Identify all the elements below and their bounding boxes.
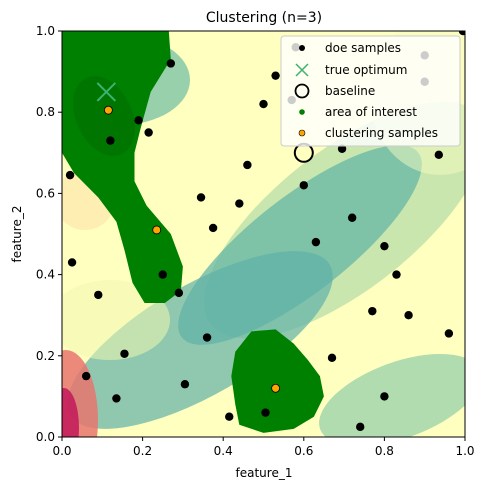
legend: doe samples true optimum baseline area o… [280, 35, 461, 147]
doe-sample-10 [299, 181, 308, 190]
legend-baseline-label: baseline [325, 84, 375, 98]
legend-clustering-marker [298, 129, 306, 137]
x-axis-label: feature_1 [236, 466, 293, 480]
x-axis: 0.0 0.2 0.4 0.6 0.8 1.0 [52, 437, 475, 458]
y-tick-label-0: 0.0 [36, 430, 55, 444]
doe-sample-18 [174, 288, 184, 298]
legend-clustering-label: clustering samples [325, 126, 438, 140]
doe-sample-29 [112, 394, 121, 403]
legend-box [280, 35, 461, 147]
y-tick-label-1: 0.2 [36, 349, 55, 363]
y-tick-label-4: 0.8 [36, 105, 55, 119]
doe-sample-9 [208, 223, 218, 233]
area-of-interest-region-0 [62, 31, 183, 303]
clustering-sample-0 [103, 105, 113, 115]
doe-sample-20 [392, 270, 401, 279]
doe-sample-6 [243, 160, 252, 170]
doe-sample-26 [327, 353, 337, 363]
legend-area-marker [299, 109, 305, 115]
legend-baseline-marker [294, 83, 310, 99]
y-tick-label-5: 1.0 [36, 24, 55, 38]
doe-sample-32 [225, 412, 234, 421]
y-axis-label: feature_2 [10, 206, 24, 263]
doe-sample-12 [347, 213, 357, 222]
x-tick-label-0: 0.0 [52, 444, 71, 458]
doe-sample-19 [94, 290, 103, 300]
doe-sample-24 [202, 333, 212, 342]
doe-sample-1 [259, 99, 268, 109]
doe-sample-3 [134, 116, 143, 125]
clustering-sample-1 [152, 225, 162, 235]
x-tick-label-2: 0.4 [214, 444, 233, 458]
x-tick-label-3: 0.6 [294, 444, 313, 458]
true-optimum-stroke-b [96, 82, 117, 102]
clustering-sample-2 [271, 383, 280, 393]
contour-band-8 [62, 388, 79, 437]
doe-sample-27 [81, 371, 91, 381]
legend-optimum-marker [295, 63, 309, 77]
doe-sample-5 [65, 170, 75, 180]
doe-sample-8 [235, 199, 244, 208]
doe-sample-0 [166, 59, 176, 68]
doe-sample-2 [106, 136, 115, 145]
x-tick-label-5: 1.0 [455, 444, 474, 458]
contour-band-2 [67, 251, 333, 429]
axes-frame [61, 30, 466, 438]
doe-sample-4 [144, 128, 153, 137]
doe-sample-35 [271, 71, 280, 80]
doe-sample-22 [404, 311, 413, 320]
true-optimum-marker [96, 82, 117, 102]
legend-area-label: area of interest [325, 105, 417, 119]
doe-sample-15 [434, 150, 444, 160]
doe-sample-33 [356, 422, 365, 432]
doe-sample-7 [196, 193, 206, 202]
doe-sample-17 [158, 270, 167, 279]
legend-doe-label: doe samples [325, 41, 401, 55]
doe-sample-16 [67, 258, 77, 267]
area-of-interest-layer [62, 31, 324, 433]
doe-sample-11 [337, 144, 347, 153]
doe-sample-13 [311, 237, 321, 247]
chart-title: Clustering (n=3) [206, 10, 322, 26]
x-tick-label-1: 0.2 [133, 444, 152, 458]
doe-sample-23 [444, 329, 454, 338]
area-of-interest-region-1 [231, 329, 324, 433]
doe-sample-21 [368, 306, 377, 316]
doe-sample-28 [180, 380, 190, 389]
legend-optimum-label: true optimum [325, 63, 407, 77]
y-tick-label-3: 0.6 [36, 186, 55, 200]
legend-doe-marker [299, 45, 305, 51]
y-tick-label-2: 0.4 [36, 268, 55, 282]
doe-sample-34 [458, 31, 465, 36]
doe-sample-25 [120, 349, 129, 358]
doe-sample-31 [261, 408, 270, 417]
y-axis: 0.0 0.2 0.4 0.6 0.8 1.0 [36, 24, 62, 444]
x-tick-label-4: 0.8 [375, 444, 394, 458]
doe-sample-14 [380, 241, 389, 251]
optimum-basin-shade [73, 76, 135, 156]
doe-sample-30 [380, 392, 389, 401]
